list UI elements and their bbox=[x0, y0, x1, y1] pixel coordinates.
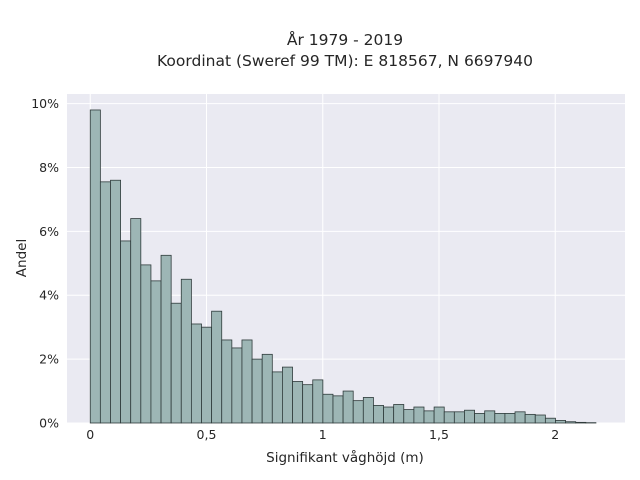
y-tick-labels: 0% 2% 4% 6% 8% 10% bbox=[31, 96, 59, 430]
x-axis-label: Signifikant våghöjd (m) bbox=[266, 449, 424, 466]
y-tick-label: 6% bbox=[39, 224, 59, 239]
histogram-bar bbox=[565, 421, 577, 424]
histogram-bar bbox=[99, 181, 111, 424]
histogram-bar bbox=[443, 411, 455, 424]
histogram-bar bbox=[150, 280, 162, 424]
histogram-bar bbox=[201, 326, 213, 424]
histogram-bar bbox=[130, 218, 142, 424]
histogram-bar bbox=[322, 393, 334, 424]
histogram-bar bbox=[575, 421, 587, 424]
histogram-bar bbox=[221, 339, 233, 424]
x-tick-label: 1,5 bbox=[429, 427, 449, 442]
y-tick-label: 4% bbox=[39, 288, 59, 303]
histogram-bar bbox=[332, 395, 344, 424]
histogram-bar bbox=[544, 417, 556, 424]
histogram-bar bbox=[342, 390, 354, 424]
histogram-bar bbox=[140, 264, 152, 424]
x-tick-label: 0 bbox=[86, 427, 94, 442]
x-tick-label: 2 bbox=[551, 427, 559, 442]
histogram-bar bbox=[302, 384, 314, 424]
y-axis-label: Andel bbox=[14, 239, 30, 277]
histogram-bar bbox=[524, 413, 536, 424]
y-tick-label: 10% bbox=[31, 96, 59, 111]
histogram-bar bbox=[453, 411, 465, 424]
histogram-bar bbox=[292, 381, 304, 424]
histogram-bar bbox=[211, 310, 223, 424]
histogram-bar bbox=[362, 397, 374, 424]
x-tick-label: 0,5 bbox=[197, 427, 217, 442]
histogram-bar bbox=[312, 379, 324, 424]
histogram-bar bbox=[433, 406, 445, 424]
histogram-bars bbox=[89, 109, 597, 424]
y-tick-label: 0% bbox=[39, 416, 59, 431]
y-tick-label: 8% bbox=[39, 160, 59, 175]
y-tick-label: 2% bbox=[39, 352, 59, 367]
histogram-bar bbox=[180, 278, 192, 424]
histogram-bar bbox=[514, 411, 526, 424]
chart-title-line-2: Koordinat (Sweref 99 TM): E 818567, N 66… bbox=[157, 52, 533, 70]
histogram-bar bbox=[170, 302, 182, 424]
histogram-bar bbox=[110, 179, 121, 424]
histogram-bar bbox=[373, 405, 384, 424]
histogram-bar bbox=[494, 413, 506, 424]
histogram-bar bbox=[89, 109, 101, 424]
chart-title-line-1: År 1979 - 2019 bbox=[287, 30, 403, 49]
x-tick-label: 1 bbox=[319, 427, 327, 442]
histogram-bar bbox=[190, 323, 202, 424]
histogram-bar bbox=[403, 409, 415, 424]
histogram-bar bbox=[271, 371, 283, 424]
histogram-bar bbox=[464, 409, 475, 424]
histogram-bar bbox=[504, 413, 516, 424]
histogram-bar bbox=[474, 413, 486, 424]
histogram-bar bbox=[241, 339, 253, 424]
x-tick-labels: 0 0,5 1 1,5 2 bbox=[86, 427, 559, 442]
histogram-bar bbox=[231, 347, 243, 424]
histogram-bar bbox=[555, 420, 566, 424]
histogram-bar bbox=[282, 366, 293, 424]
histogram-bar bbox=[251, 358, 263, 424]
histogram-bar bbox=[160, 254, 172, 424]
histogram-bar bbox=[383, 406, 395, 424]
histogram-bar bbox=[423, 410, 435, 424]
histogram-bar bbox=[534, 414, 546, 424]
histogram-bar bbox=[261, 353, 273, 424]
histogram-bar bbox=[393, 404, 405, 424]
histogram-bar bbox=[484, 410, 496, 424]
histogram-bar bbox=[413, 406, 425, 424]
histogram-bar bbox=[352, 400, 364, 424]
histogram-bar bbox=[120, 240, 132, 424]
